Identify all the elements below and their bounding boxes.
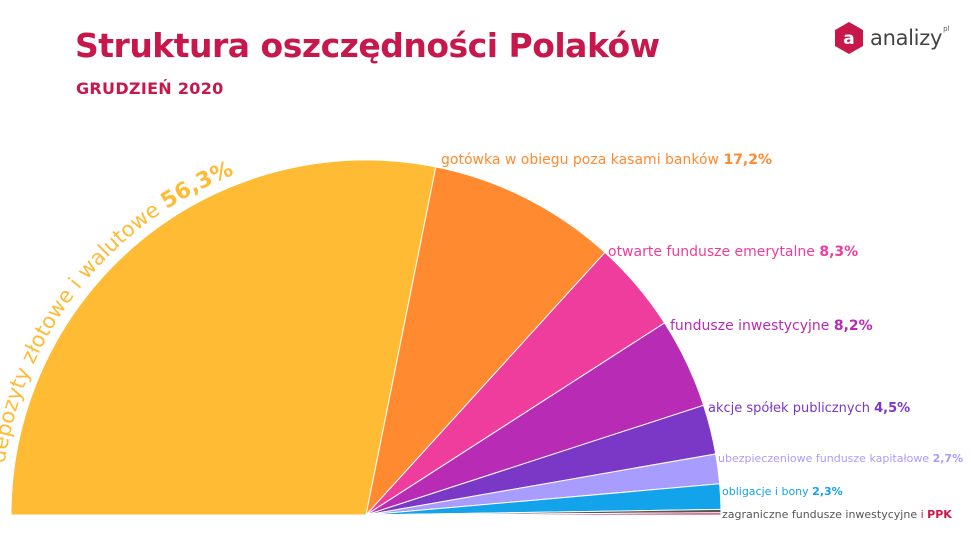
slice-name-text: akcje spółek publicznych xyxy=(708,401,874,416)
logo-suffix: pl xyxy=(943,25,950,33)
logo-wordmark: analizy xyxy=(870,26,943,50)
slice-name-text: otwarte fundusze emerytalne xyxy=(608,244,819,260)
slice-name-text: zagraniczne fundusze inwestycyjne xyxy=(722,508,917,521)
chart-subtitle: GRUDZIEŃ 2020 xyxy=(76,79,224,98)
slice-gotowka-w-obiegu-poza-kasami-bankow xyxy=(365,166,606,517)
slice-value-text: 8,2% xyxy=(834,318,873,334)
slice-value-text: 2,3% xyxy=(812,485,843,498)
slice-name-text: PPK xyxy=(927,508,952,521)
chart-title: Struktura oszczędności Polaków xyxy=(75,26,660,65)
analizy-logo-icon: a xyxy=(835,22,863,54)
slice-label-gotowka-w-obiegu-poza-kasami-bankow: gotówka w obiegu poza kasami banków 17,2… xyxy=(441,152,772,168)
slice-label-small-funds: zagraniczne fundusze inwestycyjne i PPK xyxy=(722,508,952,521)
slice-label-akcje-spolek-publicznych: akcje spółek publicznych 4,5% xyxy=(708,401,910,416)
slice-name-text: fundusze inwestycyjne xyxy=(670,318,834,334)
logo-icon-letter: a xyxy=(843,29,854,49)
slice-value-text: 17,2% xyxy=(723,152,772,168)
slice-name-text: obligacje i bony xyxy=(722,485,812,498)
slice-name-text: gotówka w obiegu poza kasami banków xyxy=(441,152,723,168)
slice-label-fundusze-inwestycyjne: fundusze inwestycyjne 8,2% xyxy=(670,318,873,334)
slice-value-text: 2,7% xyxy=(933,452,964,465)
analizy-logo[interactable]: a analizy pl xyxy=(834,18,949,58)
slice-label-ubezpieczeniowe-fundusze-kapitalowe: ubezpieczeniowe fundusze kapitałowe 2,7% xyxy=(718,452,963,465)
slice-value-text: 4,5% xyxy=(874,401,910,416)
slice-name-text: ubezpieczeniowe fundusze kapitałowe xyxy=(718,452,933,465)
slice-label-otwarte-fundusze-emerytalne: otwarte fundusze emerytalne 8,3% xyxy=(608,244,858,260)
slice-depozyty-zlotowe-i-walutowe xyxy=(10,159,437,516)
chart-slices xyxy=(10,159,722,517)
slice-value-text: 8,3% xyxy=(819,244,858,260)
slice-ppk xyxy=(365,512,722,516)
slice-label-obligacje-i-bony: obligacje i bony 2,3% xyxy=(722,485,843,498)
